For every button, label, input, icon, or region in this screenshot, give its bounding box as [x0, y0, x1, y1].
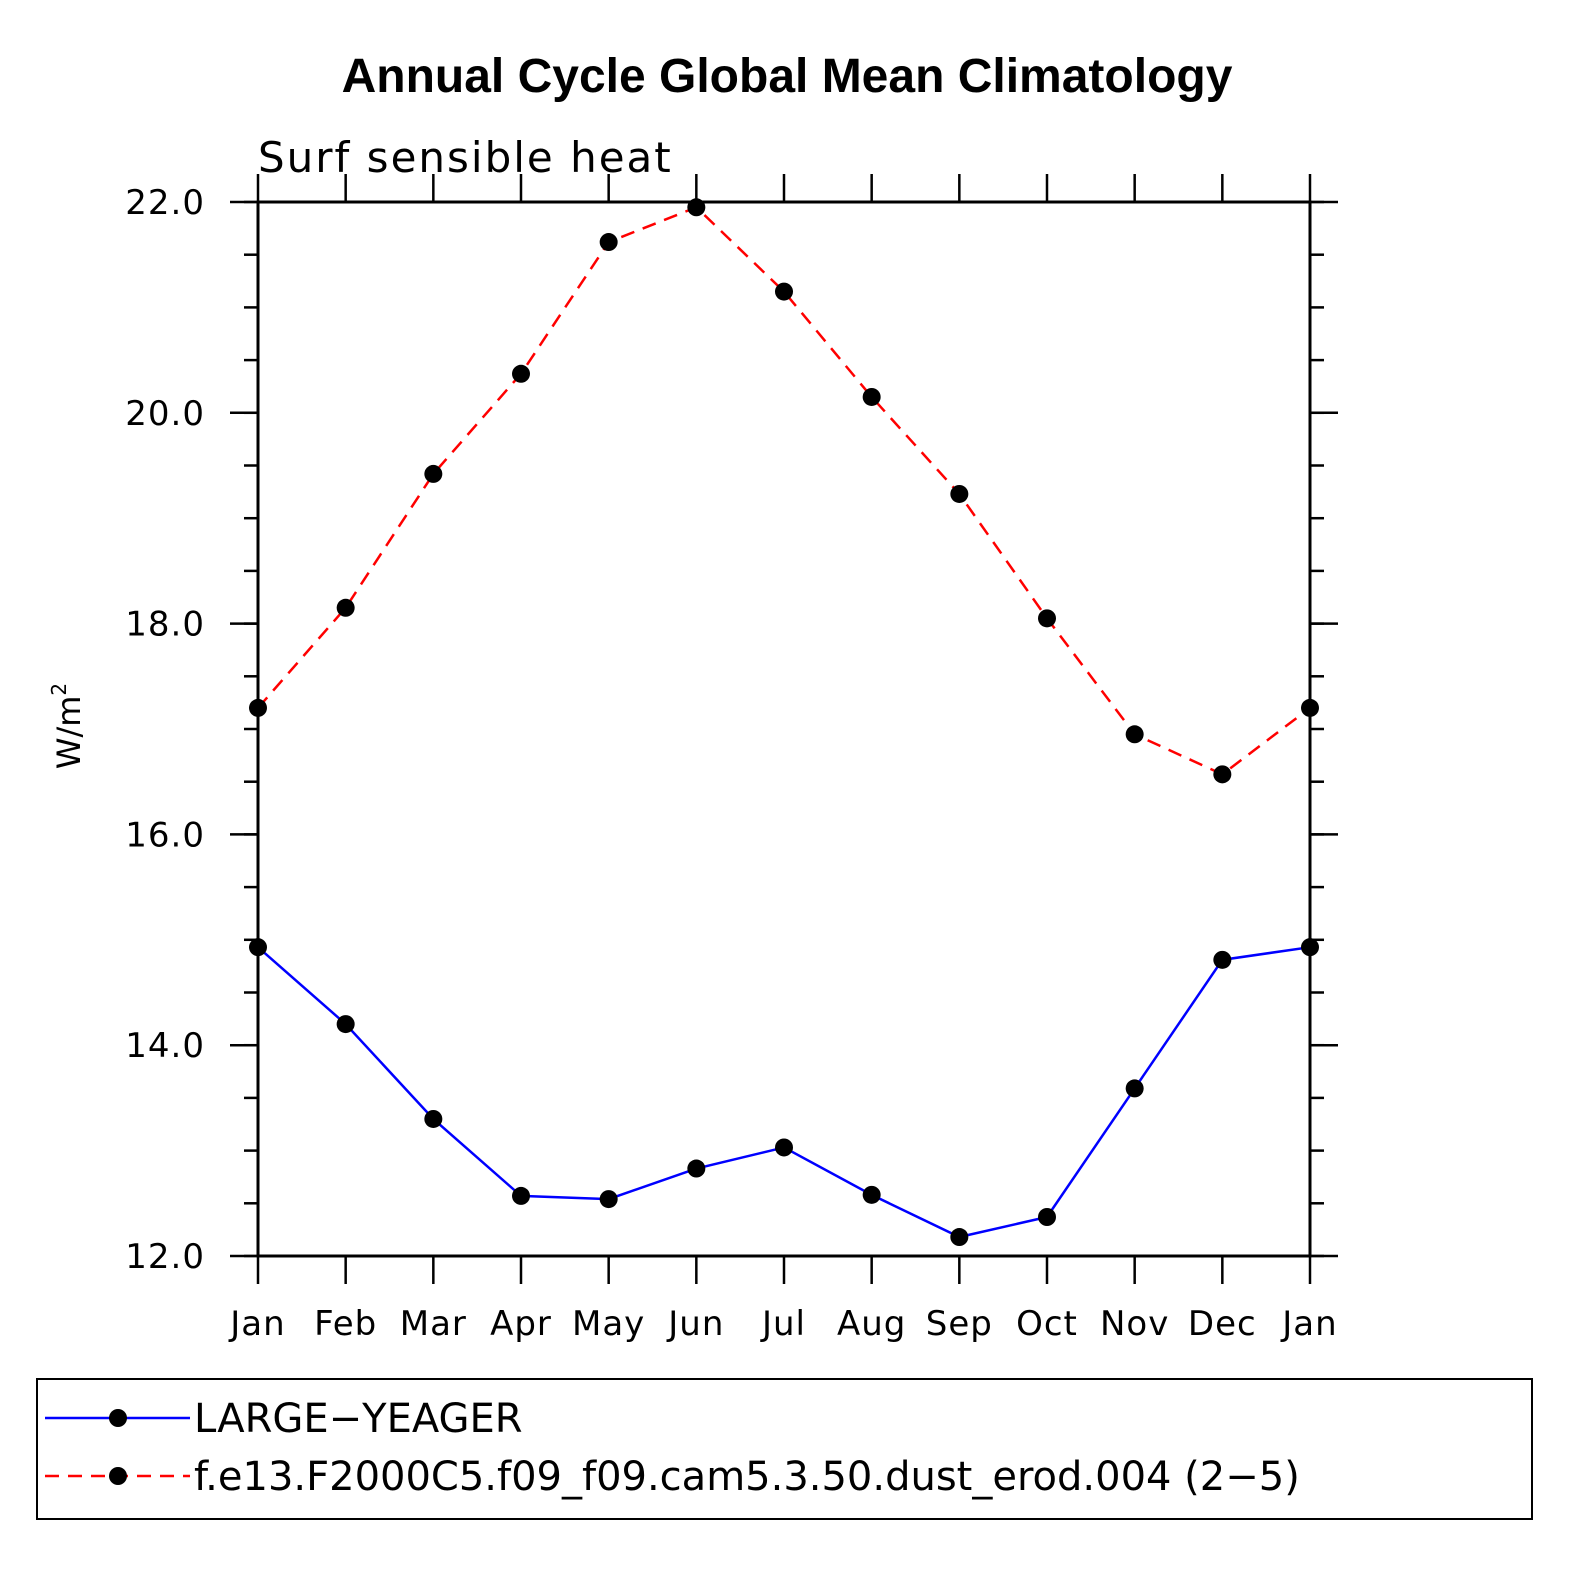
y-tick-label: 14.0 — [125, 1026, 205, 1066]
x-tick-label: Nov — [1100, 1304, 1169, 1344]
y-axis-label-text: W/m — [50, 696, 88, 770]
series-1-point — [1125, 1079, 1144, 1098]
legend: LARGE−YEAGER f.e13.F2000C5.f09_f09.cam5.3… — [45, 1396, 1300, 1500]
x-tick-label: Jun — [666, 1304, 724, 1344]
axis-ticks: Jan Feb Mar Apr May Jun Jul Aug Sep Oct Nov Dec Jan 1… — [125, 174, 1338, 1344]
x-tick-label: Feb — [314, 1304, 377, 1344]
series-1-point — [1213, 950, 1232, 969]
series-2-point — [512, 364, 530, 383]
x-tick-label: Dec — [1188, 1304, 1257, 1344]
plot-frame — [256, 200, 1312, 1258]
series-2-point — [1301, 698, 1319, 717]
y-tick-label: 18.0 — [125, 605, 205, 645]
series-2-point — [1125, 725, 1144, 744]
series-line-1 — [257, 945, 1311, 1239]
series-1-point — [249, 938, 267, 957]
series-layer — [249, 198, 1319, 1247]
series-2-point — [1038, 609, 1056, 628]
y-tick-label: 16.0 — [125, 815, 205, 855]
legend-marker-2 — [109, 1467, 127, 1485]
series-2-point — [950, 484, 969, 503]
series-2-point — [249, 698, 267, 717]
y-tick-label: 20.0 — [125, 394, 205, 434]
x-tick-label: Jan — [1280, 1304, 1337, 1344]
y-axis-label: W/m2 — [47, 683, 88, 769]
legend-label-1: LARGE−YEAGER — [194, 1396, 523, 1442]
series-2-point — [336, 598, 355, 617]
x-tick-label: May — [572, 1304, 645, 1344]
y-tick-label: 22.0 — [125, 183, 205, 223]
series-1-point — [1038, 1208, 1056, 1227]
x-tick-label: Sep — [926, 1304, 993, 1344]
series-1-point — [775, 1138, 793, 1157]
y-axis-label-superscript: 2 — [47, 683, 71, 696]
series-1-point — [862, 1185, 881, 1204]
series-1-point — [599, 1190, 618, 1209]
x-tick-label: Oct — [1016, 1304, 1078, 1344]
series-1-point — [687, 1159, 706, 1178]
chart-title: Annual Cycle Global Mean Climatology — [342, 50, 1233, 103]
x-tick-label: Jul — [760, 1304, 806, 1344]
series-1-point — [1301, 938, 1319, 957]
legend-label-2: f.e13.F2000C5.f09_f09.cam5.3.50.dust_ero… — [194, 1454, 1300, 1500]
series-2-point — [862, 387, 881, 406]
series-2-point — [775, 282, 793, 301]
series-1-point — [950, 1228, 969, 1247]
chart-subtitle: Surf sensible heat — [258, 133, 673, 182]
legend-box — [36, 1378, 1533, 1520]
x-tick-label: Mar — [400, 1304, 467, 1344]
x-tick-label: Aug — [837, 1304, 906, 1344]
series-2-point — [599, 233, 618, 252]
series-2-point — [1213, 765, 1232, 784]
y-tick-label: 12.0 — [125, 1237, 205, 1277]
legend-marker-1 — [109, 1409, 127, 1427]
series-2-point — [424, 464, 443, 483]
x-tick-label: Jan — [228, 1304, 285, 1344]
series-1-point — [424, 1109, 443, 1128]
x-tick-label: Apr — [490, 1304, 552, 1344]
series-1-point — [512, 1186, 530, 1205]
series-2-point — [687, 198, 706, 217]
series-1-point — [336, 1015, 355, 1034]
